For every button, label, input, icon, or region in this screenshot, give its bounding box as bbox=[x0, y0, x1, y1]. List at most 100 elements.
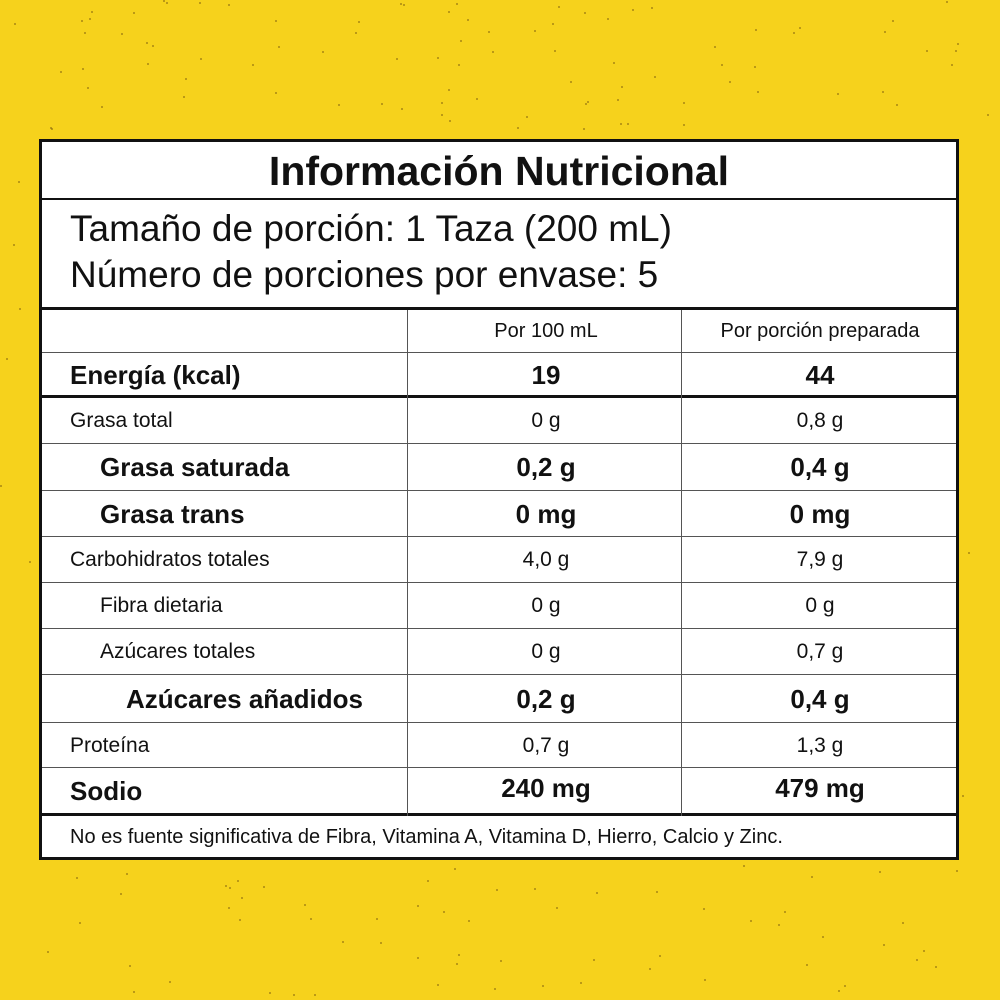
paper-speck bbox=[838, 990, 840, 992]
paper-speck bbox=[467, 19, 469, 21]
paper-speck bbox=[494, 988, 496, 990]
paper-speck bbox=[476, 98, 478, 100]
paper-speck bbox=[784, 911, 786, 913]
paper-speck bbox=[659, 955, 661, 957]
paper-speck bbox=[18, 181, 20, 183]
paper-speck bbox=[596, 892, 598, 894]
paper-speck bbox=[542, 985, 544, 987]
row-divider bbox=[42, 490, 956, 491]
paper-speck bbox=[449, 120, 451, 122]
paper-speck bbox=[152, 45, 154, 47]
value-per-serving: 0,4 g bbox=[790, 452, 850, 482]
paper-speck bbox=[275, 92, 277, 94]
nutrient-label: Grasa total bbox=[70, 408, 173, 432]
value-per-serving: 7,9 g bbox=[796, 548, 844, 571]
paper-speck bbox=[923, 950, 925, 952]
paper-speck bbox=[951, 64, 953, 66]
paper-speck bbox=[884, 31, 886, 33]
paper-speck bbox=[437, 984, 439, 986]
paper-speck bbox=[133, 12, 135, 14]
paper-speck bbox=[458, 64, 460, 66]
paper-speck bbox=[185, 78, 187, 80]
value-per-100: 0 g bbox=[531, 594, 561, 617]
paper-speck bbox=[200, 58, 202, 60]
paper-speck bbox=[427, 880, 429, 882]
paper-speck bbox=[14, 23, 16, 25]
paper-speck bbox=[121, 33, 123, 35]
paper-speck bbox=[683, 102, 685, 104]
paper-speck bbox=[304, 904, 306, 906]
column-header-per-100: Por 100 mL bbox=[494, 319, 598, 342]
paper-speck bbox=[570, 81, 572, 83]
paper-speck bbox=[916, 959, 918, 961]
nutrient-label: Grasa trans bbox=[100, 498, 245, 529]
paper-speck bbox=[275, 20, 277, 22]
paper-speck bbox=[91, 11, 93, 13]
paper-speck bbox=[488, 31, 490, 33]
paper-speck bbox=[621, 86, 623, 88]
paper-speck bbox=[743, 865, 745, 867]
paper-speck bbox=[492, 51, 494, 53]
paper-speck bbox=[968, 552, 970, 554]
nutrient-label: Azúcares añadidos bbox=[126, 683, 363, 714]
paper-speck bbox=[293, 994, 295, 996]
paper-speck bbox=[883, 944, 885, 946]
paper-speck bbox=[837, 93, 839, 95]
nutrient-label: Energía (kcal) bbox=[70, 359, 241, 390]
paper-speck bbox=[456, 963, 458, 965]
paper-speck bbox=[721, 64, 723, 66]
nutrient-label: Fibra dietaria bbox=[100, 594, 223, 617]
paper-speck bbox=[403, 4, 405, 6]
paper-speck bbox=[6, 358, 8, 360]
paper-speck bbox=[0, 485, 2, 487]
paper-speck bbox=[441, 114, 443, 116]
paper-speck bbox=[729, 81, 731, 83]
paper-speck bbox=[338, 104, 340, 106]
paper-speck bbox=[750, 920, 752, 922]
row-divider bbox=[42, 536, 956, 537]
panel-title: Información Nutricional bbox=[42, 142, 956, 200]
paper-speck bbox=[534, 30, 536, 32]
paper-speck bbox=[754, 66, 756, 68]
paper-speck bbox=[147, 63, 149, 65]
paper-speck bbox=[87, 87, 89, 89]
nutrient-label: Sodio bbox=[70, 775, 143, 806]
paper-speck bbox=[627, 123, 629, 125]
paper-speck bbox=[342, 941, 344, 943]
value-per-serving: 0,8 g bbox=[796, 408, 844, 432]
paper-speck bbox=[400, 3, 402, 5]
value-per-serving: 479 mg bbox=[775, 772, 865, 803]
row-divider bbox=[42, 628, 956, 629]
paper-speck bbox=[793, 32, 795, 34]
paper-speck bbox=[229, 887, 231, 889]
paper-speck bbox=[241, 897, 243, 899]
paper-speck bbox=[380, 942, 382, 944]
paper-speck bbox=[704, 979, 706, 981]
nutrient-label: Carbohidratos totales bbox=[70, 548, 270, 571]
paper-speck bbox=[60, 71, 62, 73]
paper-speck bbox=[556, 907, 558, 909]
paper-speck bbox=[448, 11, 450, 13]
paper-speck bbox=[617, 99, 619, 101]
paper-speck bbox=[101, 106, 103, 108]
nutrition-facts-panel: Información Nutricional Tamaño de porció… bbox=[39, 139, 959, 860]
paper-speck bbox=[163, 0, 165, 2]
row-divider bbox=[42, 722, 956, 723]
paper-speck bbox=[126, 873, 128, 875]
paper-speck bbox=[456, 3, 458, 5]
paper-speck bbox=[822, 936, 824, 938]
paper-speck bbox=[987, 114, 989, 116]
value-per-100: 0 g bbox=[531, 408, 561, 432]
paper-speck bbox=[183, 96, 185, 98]
paper-speck bbox=[554, 50, 556, 52]
paper-speck bbox=[534, 888, 536, 890]
paper-speck bbox=[607, 18, 609, 20]
value-per-100: 0 mg bbox=[515, 498, 577, 529]
section-divider bbox=[42, 307, 956, 310]
paper-speck bbox=[526, 116, 528, 118]
serving-size: Tamaño de porción: 1 Taza (200 mL) bbox=[70, 208, 672, 249]
column-divider bbox=[681, 310, 682, 816]
paper-speck bbox=[129, 965, 131, 967]
value-per-100: 19 bbox=[531, 359, 561, 390]
paper-speck bbox=[50, 127, 52, 129]
